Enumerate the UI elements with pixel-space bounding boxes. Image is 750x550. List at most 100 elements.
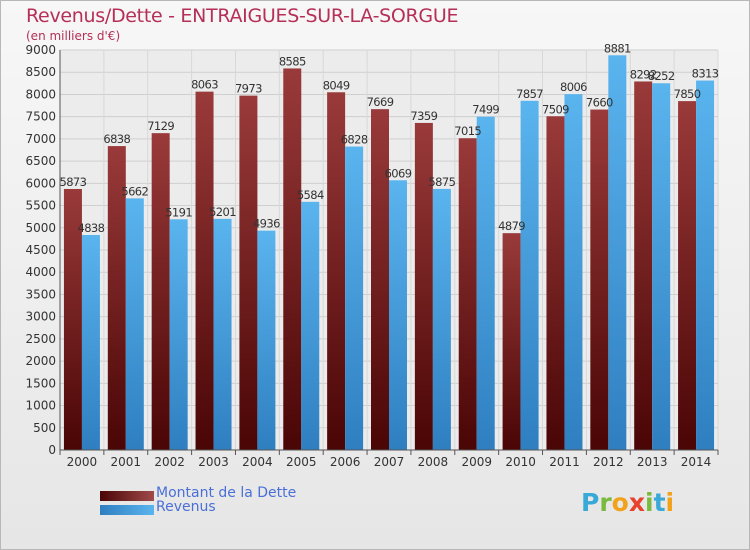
data-label-debt-2005: 8585 — [279, 54, 306, 68]
y-tick-label: 3500 — [25, 287, 56, 301]
bar-revenue-2003 — [213, 218, 232, 450]
data-label-debt-2004: 7973 — [235, 82, 262, 96]
bar-debt-2012 — [590, 109, 609, 451]
label-layer: 5873 4838 6838 5662 7129 5191 8063 5201 7973 4936… — [59, 41, 719, 235]
bar-debt-2004 — [239, 95, 258, 451]
data-label-revenue-2010: 7857 — [516, 87, 543, 101]
y-tick-label: 3000 — [25, 310, 56, 324]
x-tick-label-2011: 2011 — [549, 455, 580, 469]
bar-revenue-2012 — [608, 55, 627, 451]
bar-debt-2006 — [327, 92, 346, 451]
data-label-revenue-2011: 8006 — [560, 80, 587, 94]
data-label-debt-2003: 8063 — [191, 78, 218, 92]
y-tick-label: 1000 — [25, 399, 56, 413]
y-tick-label: 7000 — [25, 132, 56, 146]
bar-debt-2013 — [634, 81, 653, 450]
data-label-debt-2010: 4879 — [498, 219, 525, 233]
x-tick-label-2012: 2012 — [593, 455, 624, 469]
bar-revenue-2006 — [345, 146, 364, 451]
y-tick-label: 2500 — [25, 332, 56, 346]
bar-debt-2010 — [502, 233, 521, 450]
x-tick-label-2008: 2008 — [418, 455, 449, 469]
x-tick-label-2002: 2002 — [154, 455, 185, 469]
x-tick-label-2007: 2007 — [374, 455, 405, 469]
data-label-revenue-2004: 4936 — [253, 217, 280, 231]
data-label-debt-2014: 7850 — [674, 87, 701, 101]
x-tick-label-2009: 2009 — [461, 455, 492, 469]
y-tick-label: 5500 — [25, 199, 56, 213]
data-label-debt-2002: 7129 — [147, 119, 174, 133]
data-label-revenue-2000: 4838 — [77, 221, 104, 235]
bar-debt-2014 — [678, 101, 697, 450]
bar-revenue-2002 — [169, 219, 188, 450]
bar-revenue-2010 — [520, 100, 539, 451]
logo-letter: t — [653, 488, 666, 517]
data-label-revenue-2009: 7499 — [472, 103, 499, 117]
data-label-revenue-2003: 5201 — [209, 205, 236, 219]
legend-label-revenue: Revenus — [156, 499, 216, 515]
axis-layer: 0 500 1000 1500 2000 2500 3000 3500 4000 4500 5000… — [25, 43, 719, 469]
bar-revenue-2013 — [652, 83, 671, 450]
y-tick-label: 2000 — [25, 354, 56, 368]
bar-debt-2005 — [283, 68, 302, 450]
x-tick-label-2004: 2004 — [242, 455, 273, 469]
bar-revenue-2007 — [389, 180, 407, 450]
bar-debt-2009 — [458, 138, 477, 450]
legend-label-debt: Montant de la Dette — [156, 485, 297, 501]
bar-debt-2001 — [107, 146, 126, 451]
bar-revenue-2009 — [476, 116, 495, 450]
y-tick-label: 6000 — [25, 176, 56, 190]
logo-letter: o — [611, 488, 629, 517]
bar-debt-2002 — [151, 133, 170, 450]
legend-swatch-revenue — [100, 505, 154, 515]
y-tick-label: 4000 — [25, 265, 56, 279]
data-label-debt-2006: 8049 — [323, 78, 350, 92]
bar-revenue-2011 — [564, 94, 583, 450]
legend-swatch-debt — [100, 491, 154, 501]
x-tick-label-2001: 2001 — [111, 455, 142, 469]
data-label-debt-2001: 6838 — [103, 132, 130, 146]
bar-revenue-2005 — [301, 201, 320, 450]
logo-letter: x — [628, 488, 645, 517]
x-tick-label-2006: 2006 — [330, 455, 361, 469]
bar-debt-2000 — [63, 188, 82, 450]
data-label-revenue-2013: 8252 — [648, 69, 675, 83]
bar-revenue-2014 — [696, 80, 715, 451]
bar-layer — [63, 55, 715, 451]
bar-revenue-2000 — [81, 234, 100, 450]
y-tick-label: 6500 — [25, 154, 56, 168]
bar-debt-2003 — [195, 91, 214, 451]
y-tick-label: 7500 — [25, 110, 56, 124]
bar-debt-2008 — [414, 122, 433, 450]
y-tick-label: 9000 — [25, 43, 56, 57]
bar-revenue-2001 — [125, 198, 144, 450]
x-tick-label-2003: 2003 — [198, 455, 229, 469]
x-tick-label-2005: 2005 — [286, 455, 317, 469]
data-label-debt-2007: 7669 — [367, 95, 394, 109]
logo-letter: i — [645, 488, 654, 517]
data-label-debt-2011: 7509 — [542, 102, 569, 116]
data-label-revenue-2007: 6069 — [385, 166, 412, 180]
data-label-debt-2012: 7660 — [586, 96, 613, 110]
y-tick-label: 1500 — [25, 376, 56, 390]
logo-letter: i — [665, 488, 675, 517]
logo-letter: P — [581, 488, 600, 517]
proxiti-logo: Proxiti — [581, 488, 674, 517]
y-tick-label: 5000 — [25, 221, 56, 235]
chart-subtitle: (en milliers d'€) — [26, 29, 121, 43]
data-label-revenue-2014: 8313 — [692, 67, 719, 81]
data-label-debt-2013: 8292 — [630, 67, 657, 81]
y-tick-label: 8000 — [25, 87, 56, 101]
x-tick-label-2013: 2013 — [637, 455, 668, 469]
data-label-revenue-2006: 6828 — [341, 133, 368, 147]
y-tick-label: 8500 — [25, 65, 56, 79]
y-tick-label: 500 — [33, 421, 56, 435]
data-label-debt-2008: 7359 — [410, 109, 437, 123]
bar-revenue-2008 — [432, 188, 451, 450]
chart-title: Revenus/Dette - ENTRAIGUES-SUR-LA-SORGUE — [26, 5, 459, 27]
data-label-revenue-2002: 5191 — [165, 205, 192, 219]
x-tick-label-2014: 2014 — [681, 455, 712, 469]
bar-debt-2011 — [546, 116, 565, 451]
data-label-revenue-2008: 5875 — [428, 175, 455, 189]
